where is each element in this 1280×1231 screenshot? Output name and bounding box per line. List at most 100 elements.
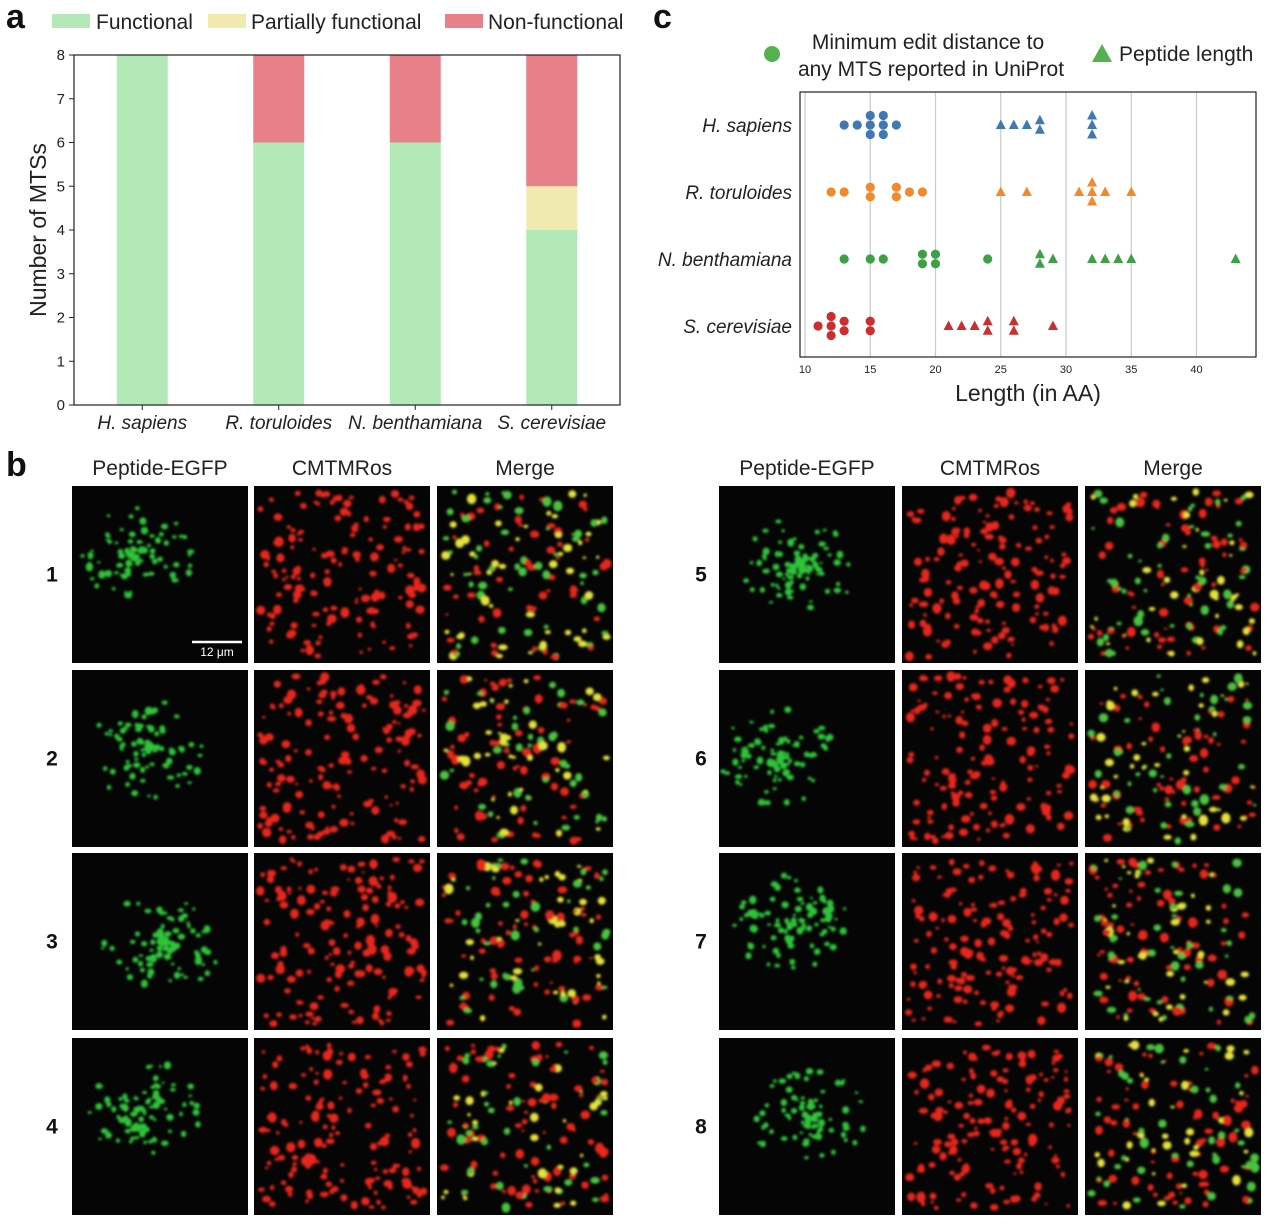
- organelle-blob: [1176, 1100, 1184, 1109]
- organelle-blob: [1220, 694, 1225, 697]
- organelle-blob: [1068, 861, 1074, 866]
- organelle-blob: [1179, 994, 1186, 1000]
- organelle-blob: [472, 702, 481, 709]
- organelle-blob: [459, 971, 469, 979]
- micrograph-background: [1085, 1038, 1261, 1215]
- organelle-blob: [375, 1176, 381, 1180]
- organelle-blob: [749, 720, 754, 724]
- organelle-blob: [813, 1123, 819, 1129]
- organelle-blob: [480, 595, 490, 606]
- organelle-blob: [942, 1154, 947, 1160]
- organelle-blob: [1129, 763, 1135, 769]
- organelle-blob: [373, 1005, 381, 1014]
- organelle-blob: [273, 513, 283, 521]
- organelle-blob: [819, 562, 823, 564]
- organelle-blob: [1087, 1190, 1096, 1197]
- organelle-blob: [1045, 698, 1051, 702]
- organelle-blob: [445, 613, 449, 616]
- organelle-blob: [274, 886, 283, 894]
- organelle-blob: [357, 861, 366, 867]
- organelle-blob: [1125, 1117, 1129, 1121]
- organelle-blob: [305, 719, 312, 727]
- organelle-blob: [956, 746, 963, 754]
- micrograph-peptide-egfp: [719, 486, 895, 663]
- organelle-blob: [1057, 1002, 1067, 1013]
- organelle-blob: [995, 578, 1004, 589]
- organelle-blob: [790, 1107, 798, 1114]
- micrograph-peptide-egfp: [719, 853, 895, 1030]
- organelle-blob: [1141, 948, 1146, 953]
- bar-segment-functional-2: [253, 142, 305, 405]
- organelle-blob: [805, 925, 813, 932]
- organelle-blob: [827, 925, 832, 929]
- organelle-blob: [1132, 493, 1139, 500]
- organelle-blob: [1056, 863, 1062, 867]
- organelle-blob: [378, 591, 386, 600]
- organelle-blob: [492, 746, 502, 754]
- micrograph-cmtmros: [254, 486, 430, 663]
- organelle-blob: [145, 765, 149, 769]
- organelle-blob: [325, 826, 330, 829]
- organelle-blob: [276, 1131, 280, 1135]
- organelle-blob: [1243, 1149, 1249, 1154]
- organelle-blob: [1111, 585, 1120, 593]
- y-tick-label: 6: [57, 135, 65, 152]
- organelle-blob: [463, 572, 469, 577]
- organelle-blob: [489, 698, 494, 702]
- organelle-blob: [1010, 1139, 1019, 1146]
- organelle-blob: [485, 902, 491, 908]
- organelle-blob: [355, 1088, 363, 1094]
- organelle-blob: [1237, 824, 1242, 829]
- organelle-blob: [464, 1053, 471, 1058]
- organelle-blob: [520, 805, 527, 812]
- organelle-blob: [749, 561, 754, 565]
- organelle-blob: [306, 1047, 313, 1055]
- organelle-blob: [187, 549, 195, 554]
- organelle-blob: [1050, 558, 1054, 563]
- organelle-blob: [1203, 863, 1210, 867]
- organelle-blob: [1047, 718, 1052, 723]
- organelle-blob: [267, 974, 274, 981]
- organelle-blob: [820, 918, 826, 923]
- organelle-blob: [475, 1056, 485, 1063]
- organelle-blob: [799, 1131, 803, 1134]
- organelle-blob: [834, 917, 838, 921]
- organelle-blob: [137, 548, 143, 554]
- organelle-blob: [1013, 501, 1019, 505]
- organelle-blob: [156, 906, 163, 914]
- organelle-blob: [269, 639, 274, 644]
- organelle-blob: [321, 890, 329, 895]
- organelle-blob: [447, 550, 453, 555]
- organelle-blob: [406, 948, 416, 955]
- organelle-blob: [118, 553, 126, 559]
- organelle-blob: [601, 516, 608, 525]
- organelle-blob: [590, 519, 598, 527]
- organelle-blob: [500, 529, 510, 536]
- organelle-blob: [1108, 1174, 1118, 1183]
- organelle-blob: [268, 1201, 276, 1207]
- organelle-blob: [986, 1088, 995, 1098]
- organelle-blob: [912, 819, 921, 825]
- organelle-blob: [1061, 772, 1071, 779]
- organelle-blob: [569, 932, 576, 938]
- organelle-blob: [1100, 920, 1109, 927]
- organelle-blob: [408, 495, 415, 501]
- organelle-blob: [1057, 822, 1065, 831]
- organelle-blob: [398, 819, 407, 826]
- organelle-blob: [1156, 782, 1162, 787]
- organelle-blob: [1116, 859, 1126, 865]
- organelle-blob: [1152, 691, 1159, 697]
- organelle-blob: [599, 876, 604, 882]
- organelle-blob: [119, 744, 124, 748]
- panel-letter-a: a: [6, 0, 26, 36]
- organelle-blob: [1056, 789, 1063, 794]
- organelle-blob: [968, 1052, 977, 1061]
- organelle-blob: [582, 556, 587, 559]
- organelle-blob: [317, 995, 324, 1000]
- organelle-blob: [276, 1055, 283, 1062]
- micrograph-background: [1085, 670, 1261, 847]
- organelle-blob: [257, 822, 264, 830]
- organelle-blob: [969, 614, 979, 621]
- organelle-blob: [997, 900, 1006, 905]
- organelle-blob: [383, 951, 392, 962]
